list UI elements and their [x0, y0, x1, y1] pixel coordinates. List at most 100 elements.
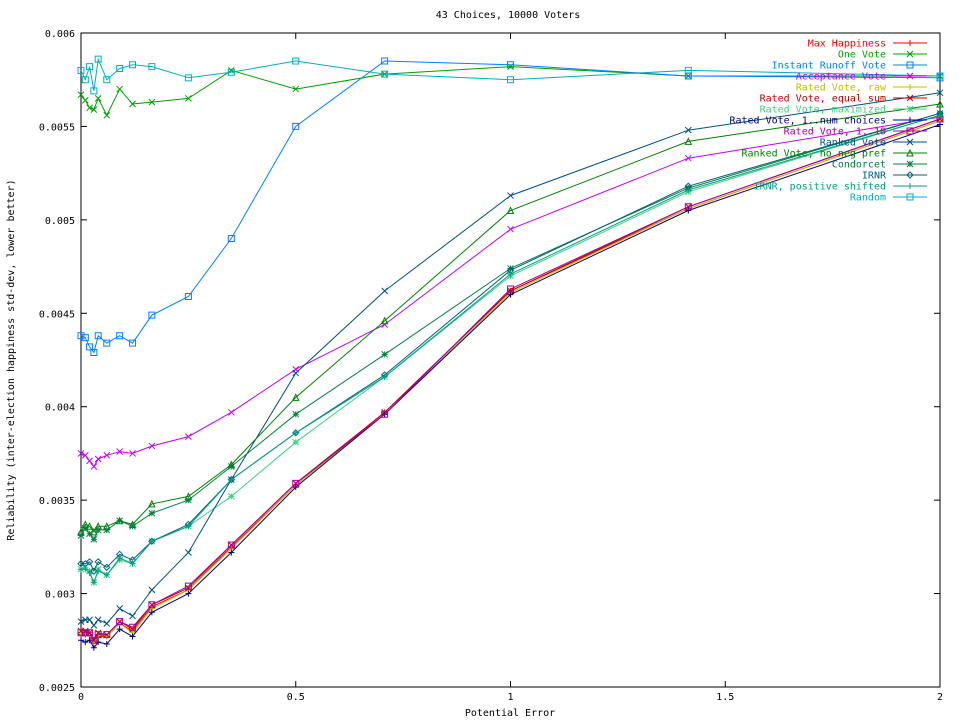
- data-point: [90, 349, 98, 357]
- data-point: [94, 526, 102, 534]
- data-point: [86, 457, 93, 465]
- data-point: [86, 637, 93, 644]
- data-point: [148, 63, 156, 71]
- data-point: [185, 584, 192, 592]
- legend-label: IRNR: [862, 171, 887, 182]
- data-point: [937, 121, 943, 128]
- data-point: [90, 527, 98, 536]
- legend-label: Rated Vote, 1..num choices: [729, 116, 886, 127]
- legend-marker: [907, 84, 913, 90]
- legend-item: One Vote: [838, 50, 927, 61]
- data-point: [507, 265, 514, 272]
- data-point: [185, 549, 192, 556]
- data-point: [227, 541, 235, 549]
- legend-item: Instant Runoff Vote: [772, 61, 927, 72]
- data-point: [103, 631, 111, 639]
- legend-item: Condorcet: [832, 160, 927, 171]
- data-point: [228, 549, 235, 556]
- data-point: [129, 623, 137, 631]
- y-tick-label: 0.003: [45, 590, 75, 601]
- data-point: [103, 111, 111, 119]
- data-point: [129, 450, 136, 457]
- data-point: [148, 442, 156, 450]
- y-tick-label: 0.005: [45, 216, 75, 227]
- data-point: [103, 571, 110, 578]
- data-point: [292, 57, 300, 65]
- data-point: [381, 351, 389, 358]
- data-point: [81, 76, 89, 84]
- legend-marker: [906, 94, 914, 102]
- legend-label: Random: [850, 193, 886, 204]
- data-point: [77, 618, 85, 625]
- data-point: [292, 410, 300, 418]
- series-line: [81, 114, 941, 584]
- data-point: [85, 558, 94, 566]
- data-point: [148, 509, 156, 517]
- x-axis-label: Potential Error: [465, 708, 555, 719]
- data-point: [81, 524, 89, 532]
- data-point: [103, 339, 111, 347]
- data-point: [94, 455, 102, 463]
- data-point: [507, 76, 514, 84]
- data-point: [937, 112, 943, 119]
- data-point: [685, 207, 692, 214]
- legend-item: Rated Vote, 1..num choices: [729, 116, 927, 127]
- legend-label: Max Happiness: [808, 39, 886, 50]
- data-point: [86, 63, 94, 71]
- legend-marker: [906, 160, 914, 168]
- data-point: [81, 334, 89, 342]
- legend-label: Ranked Vote: [820, 138, 886, 149]
- data-point: [936, 72, 944, 80]
- data-point: [95, 639, 102, 646]
- data-point: [82, 639, 89, 646]
- legend-marker: [906, 61, 914, 69]
- x-tick-label: 0.5: [287, 692, 305, 703]
- data-point: [148, 538, 155, 545]
- legend-marker: [906, 138, 914, 146]
- data-point: [85, 522, 94, 530]
- series-acceptance-vote: [77, 113, 944, 470]
- legend-marker: [906, 105, 914, 113]
- legend-item: Rated Vote, 1..10: [784, 127, 927, 138]
- data-point: [292, 479, 300, 487]
- legend-item: Ranked Vote, no neg pref: [742, 148, 927, 160]
- data-point: [506, 206, 515, 215]
- y-axis-label: Reliability (inter-election happiness st…: [6, 179, 17, 540]
- legend-label: Rated Vote, raw: [796, 83, 887, 94]
- data-point: [86, 616, 93, 624]
- data-point: [77, 532, 85, 539]
- y-tick-label: 0.006: [45, 29, 75, 40]
- data-point: [129, 339, 137, 347]
- data-point: [77, 450, 85, 457]
- data-point: [103, 451, 111, 459]
- data-point: [129, 633, 136, 640]
- legend-item: Ranked Vote: [820, 138, 927, 149]
- legend-marker: [906, 127, 914, 135]
- x-tick-label: 1: [507, 692, 513, 703]
- series-layer: [77, 55, 944, 651]
- data-point: [507, 287, 514, 295]
- data-point: [507, 291, 514, 298]
- data-point: [77, 332, 85, 340]
- data-point: [94, 631, 102, 639]
- legend-item: Acceptance Vote: [796, 72, 927, 83]
- data-point: [185, 95, 192, 102]
- data-point: [90, 106, 98, 113]
- series-line: [80, 124, 941, 649]
- data-point: [86, 570, 93, 577]
- series-rated-vote-1-num-choices: [78, 121, 943, 651]
- data-point: [684, 126, 692, 134]
- legend-label: Rated Vote, maximized: [760, 105, 886, 116]
- data-point: [507, 192, 514, 199]
- data-point: [116, 65, 124, 73]
- data-point: [292, 122, 300, 130]
- legend-label: Rated Vote, 1..10: [784, 127, 886, 138]
- series-rated-vote-1-10: [77, 115, 944, 644]
- data-point: [148, 609, 155, 616]
- legend-item: IRNR, positive shifted: [754, 182, 927, 193]
- legend-marker: [906, 148, 914, 157]
- data-point: [90, 644, 97, 651]
